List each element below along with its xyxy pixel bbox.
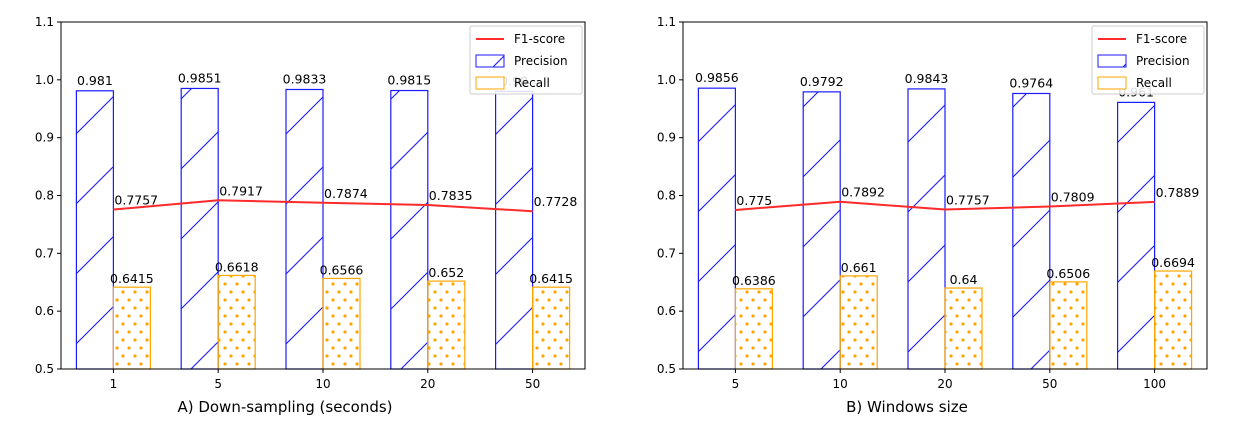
f1-score-label: 0.7889	[1156, 185, 1200, 200]
precision-bar	[75, 90, 115, 370]
f1-score-label: 0.7757	[946, 193, 990, 208]
x-tick-label: 50	[1042, 377, 1057, 391]
x-tick-label: 10	[315, 377, 330, 391]
legend-recall-label: Recall	[514, 76, 550, 90]
x-tick-label: 50	[525, 377, 540, 391]
recall-bar	[531, 286, 571, 370]
legend-precision-swatch	[1097, 54, 1127, 68]
legend-precision-label: Precision	[1136, 54, 1190, 68]
recall-label: 0.64	[950, 272, 978, 287]
precision-label: 0.9815	[387, 73, 431, 88]
recall-bar	[217, 274, 256, 370]
y-tick-label: 0.8	[35, 189, 54, 203]
recall-bar	[322, 277, 361, 370]
recall-bar	[1049, 281, 1088, 370]
chart-a: 0.981 0.6415 0.7757 0.9851 0.6618 0.7917 0.983…	[35, 15, 586, 416]
legend-f1-label: F1-score	[514, 32, 565, 46]
x-tick-label: 5	[214, 377, 222, 391]
recall-bar	[112, 286, 152, 370]
legend-recall-label: Recall	[1136, 76, 1172, 90]
precision-bar	[1012, 92, 1051, 370]
f1-score-label: 0.7835	[429, 188, 473, 203]
f1-score-label: 0.7809	[1051, 190, 1095, 205]
x-tick-label: 20	[420, 377, 435, 391]
precision-label: 0.981	[77, 73, 113, 88]
recall-label: 0.6415	[110, 271, 154, 286]
recall-label: 0.6415	[529, 271, 573, 286]
y-tick-label: 0.7	[657, 246, 676, 260]
x-tick-label: 1	[110, 377, 118, 391]
recall-label: 0.6506	[1046, 266, 1090, 281]
recall-label: 0.6386	[732, 273, 776, 288]
precision-bar	[802, 91, 841, 370]
f1-score-label: 0.7728	[534, 194, 578, 209]
recall-bar	[839, 275, 878, 370]
y-tick-label: 1.1	[35, 15, 54, 29]
recall-bar	[944, 287, 983, 370]
recall-label: 0.6694	[1151, 255, 1195, 270]
legend-precision-swatch	[475, 54, 505, 68]
f1-score-line	[735, 200, 1155, 211]
precision-bar	[907, 88, 946, 370]
y-tick-label: 0.9	[657, 131, 676, 145]
precision-label: 0.9764	[1009, 75, 1053, 90]
x-tick-label: 10	[833, 377, 848, 391]
f1-score-label: 0.7892	[841, 185, 885, 200]
precision-bar	[495, 90, 534, 370]
precision-label: 0.9843	[905, 71, 949, 86]
chart-caption: B) Windows size	[846, 398, 968, 416]
recall-bar	[427, 280, 466, 370]
precision-label: 0.9851	[178, 70, 222, 85]
y-tick-label: 0.7	[35, 246, 54, 260]
x-tick-label: 100	[1143, 377, 1166, 391]
f1-score-label: 0.7757	[114, 193, 158, 208]
recall-label: 0.661	[841, 260, 877, 275]
y-tick-label: 1.0	[657, 73, 676, 87]
y-tick-label: 0.9	[35, 131, 54, 145]
legend-recall-swatch	[475, 76, 505, 90]
y-tick-label: 0.5	[657, 362, 676, 376]
y-tick-label: 1.0	[35, 73, 54, 87]
x-tick-label: 5	[732, 377, 740, 391]
recall-label: 0.652	[428, 265, 464, 280]
precision-bar	[1116, 101, 1156, 370]
legend-recall-swatch	[1097, 76, 1127, 90]
recall-bar	[734, 288, 774, 370]
chart-b: 0.9856 0.6386 0.775 0.9792 0.661 0.7892 0.9843…	[657, 15, 1208, 416]
y-tick-label: 0.6	[657, 304, 676, 318]
recall-label: 0.6618	[215, 259, 259, 274]
precision-bar	[697, 87, 737, 370]
precision-bar	[285, 88, 324, 370]
x-tick-label: 20	[937, 377, 952, 391]
f1-score-label: 0.7874	[324, 186, 368, 201]
legend: F1-score Precision Recall	[1091, 25, 1205, 95]
chart-caption: A) Down-sampling (seconds)	[177, 398, 392, 416]
f1-score-label: 0.7917	[219, 183, 263, 198]
legend-f1-label: F1-score	[1136, 32, 1187, 46]
recall-label: 0.6566	[320, 262, 364, 277]
f1-score-label: 0.775	[736, 193, 772, 208]
legend: F1-score Precision Recall	[469, 25, 583, 95]
precision-label: 0.9792	[800, 74, 844, 89]
recall-bar	[1153, 270, 1193, 370]
legend-precision-label: Precision	[514, 54, 568, 68]
y-tick-label: 0.5	[35, 362, 54, 376]
y-tick-label: 0.8	[657, 189, 676, 203]
precision-label: 0.9856	[695, 70, 739, 85]
precision-bar	[180, 87, 219, 370]
precision-label: 0.9833	[283, 71, 327, 86]
y-tick-label: 1.1	[657, 15, 676, 29]
y-tick-label: 0.6	[35, 304, 54, 318]
f1-score-line	[113, 199, 533, 213]
precision-bar	[390, 89, 429, 370]
